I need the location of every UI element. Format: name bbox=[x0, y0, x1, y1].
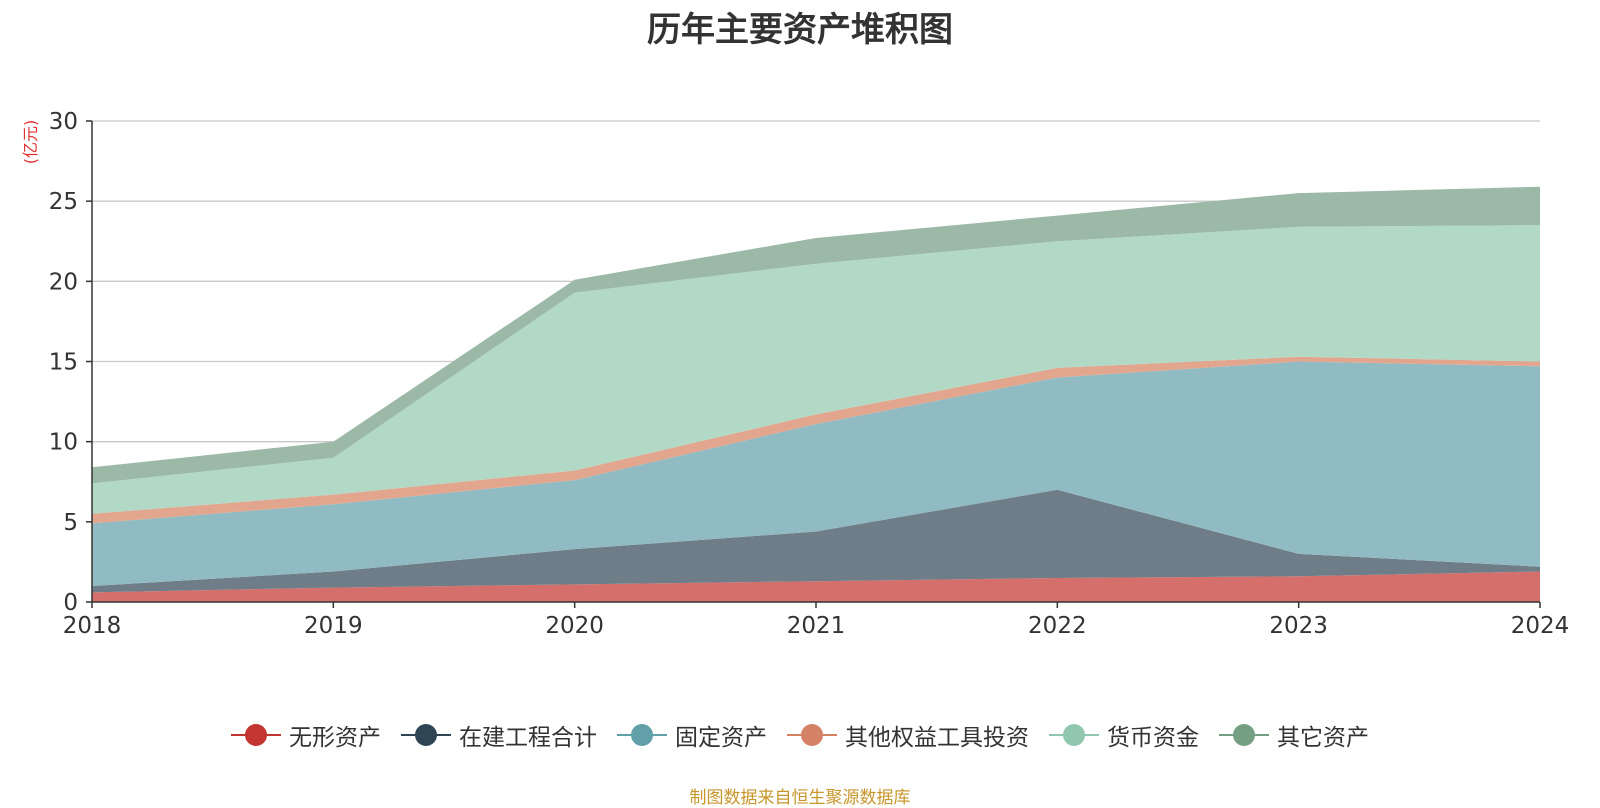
x-tick-label: 2022 bbox=[1028, 613, 1087, 639]
area-series bbox=[92, 356, 1540, 524]
y-tick-label: 15 bbox=[49, 350, 78, 376]
x-tick-label: 2021 bbox=[787, 613, 846, 639]
legend-label: 在建工程合计 bbox=[459, 725, 597, 751]
legend-marker-icon bbox=[1219, 723, 1269, 747]
y-tick-label: 30 bbox=[49, 109, 78, 135]
legend-label: 无形资产 bbox=[289, 725, 381, 751]
chart-title: 历年主要资产堆积图 bbox=[647, 10, 953, 50]
x-tick-label: 2023 bbox=[1269, 613, 1328, 639]
legend-item[interactable]: 固定资产 bbox=[617, 718, 767, 752]
y-axis-unit-label: (亿元) bbox=[21, 120, 40, 165]
legend-label: 其它资产 bbox=[1277, 725, 1369, 751]
area-series bbox=[92, 186, 1540, 484]
x-tick-label: 2018 bbox=[63, 613, 122, 639]
x-tick-label: 2019 bbox=[304, 613, 363, 639]
area-series bbox=[92, 489, 1540, 593]
legend-marker-icon bbox=[1049, 723, 1099, 747]
legend-item[interactable]: 其他权益工具投资 bbox=[787, 718, 1029, 752]
area-layers bbox=[92, 186, 1540, 602]
area-series bbox=[92, 571, 1540, 602]
legend-label: 固定资产 bbox=[675, 725, 767, 751]
legend-marker-icon bbox=[617, 723, 667, 747]
y-tick-label: 20 bbox=[49, 269, 78, 295]
legend-marker-icon bbox=[231, 723, 281, 747]
legend-item[interactable]: 无形资产 bbox=[231, 718, 381, 752]
y-tick-label: 25 bbox=[49, 189, 78, 215]
legend: 无形资产 在建工程合计 固定资产 其他权益工具投资 货币资金 其它资产 bbox=[0, 718, 1600, 752]
legend-item[interactable]: 货币资金 bbox=[1049, 718, 1199, 752]
area-series bbox=[92, 225, 1540, 514]
source-note: 制图数据来自恒生聚源数据库 bbox=[689, 788, 911, 808]
legend-item[interactable]: 在建工程合计 bbox=[401, 718, 597, 752]
axes: 0 5 10 15 20 25 30 2018 2019 2020 2021 2022 2023 2024 bbox=[49, 109, 1570, 639]
legend-marker-icon bbox=[787, 723, 837, 747]
legend-label: 其他权益工具投资 bbox=[845, 725, 1029, 751]
y-tick-label: 5 bbox=[63, 510, 78, 536]
x-tick-label: 2020 bbox=[545, 613, 604, 639]
legend-marker-icon bbox=[401, 723, 451, 747]
legend-item[interactable]: 其它资产 bbox=[1219, 718, 1369, 752]
area-series bbox=[92, 361, 1540, 586]
y-tick-label: 0 bbox=[63, 590, 78, 616]
x-tick-label: 2024 bbox=[1511, 613, 1570, 639]
legend-label: 货币资金 bbox=[1107, 725, 1199, 751]
y-tick-label: 10 bbox=[49, 430, 78, 456]
